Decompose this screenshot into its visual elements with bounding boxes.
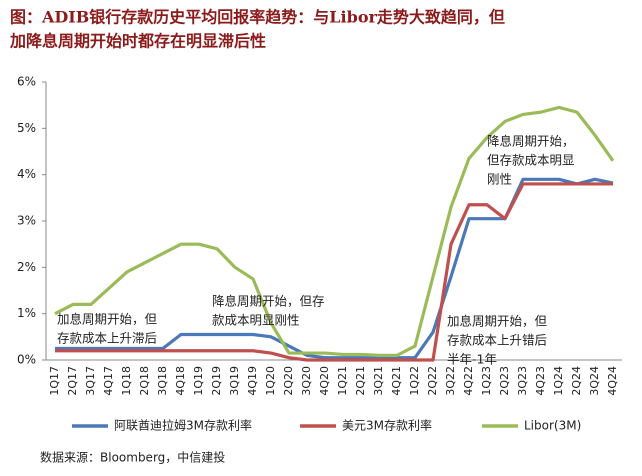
x-tick-label: 1Q20 <box>264 366 277 396</box>
x-tick-label: 2Q24 <box>570 366 583 396</box>
y-tick-label: 1% <box>17 306 36 320</box>
x-tick-label: 4Q20 <box>318 366 331 396</box>
x-tick-label: 1Q22 <box>408 366 421 396</box>
x-tick-label: 2Q22 <box>426 366 439 396</box>
annotation: 但存款成本明显 <box>487 153 575 168</box>
x-tick-label: 1Q18 <box>120 366 133 396</box>
annotation: 款成本明显刚性 <box>212 313 300 328</box>
annotation: 存款成本上升滞后 <box>57 331 157 346</box>
x-tick-label: 3Q18 <box>156 366 169 396</box>
y-tick-label: 6% <box>17 75 36 89</box>
x-tick-label: 4Q17 <box>102 366 115 396</box>
y-tick-label: 2% <box>17 260 36 274</box>
x-tick-label: 4Q19 <box>246 366 259 396</box>
x-tick-label: 2Q23 <box>498 366 511 396</box>
x-tick-label: 3Q23 <box>516 366 529 396</box>
annotation: 加息周期开始，但 <box>57 312 158 327</box>
chart-title: 图：ADIB银行存款历史平均回报率趋势：与Libor走势大致趋同，但 <box>10 8 505 27</box>
x-tick-label: 3Q22 <box>444 366 457 396</box>
annotation: 刚性 <box>487 172 512 187</box>
annotation: 加息周期开始，但 <box>447 314 548 329</box>
x-tick-label: 1Q23 <box>480 366 493 396</box>
x-tick-label: 2Q18 <box>138 366 151 396</box>
legend-label: Libor(3M) <box>524 419 581 433</box>
annotation: 存款成本上升错后 <box>447 333 547 348</box>
y-tick-label: 4% <box>17 167 36 181</box>
x-tick-label: 2Q17 <box>66 366 79 396</box>
source: 数据来源：Bloomberg，中信建投 <box>40 450 225 465</box>
y-tick-label: 3% <box>17 214 36 228</box>
x-tick-label: 3Q24 <box>588 366 601 396</box>
x-tick-label: 1Q21 <box>336 366 349 396</box>
annotation: 降息周期开始，但存 <box>212 294 325 309</box>
x-tick-label: 2Q20 <box>282 366 295 396</box>
x-tick-label: 3Q20 <box>300 366 313 396</box>
x-tick-label: 4Q24 <box>606 366 619 396</box>
x-tick-label: 2Q19 <box>210 366 223 396</box>
annotation: 半年-1年 <box>447 352 497 367</box>
x-tick-label: 2Q21 <box>354 366 367 396</box>
x-tick-label: 3Q17 <box>84 366 97 396</box>
x-tick-label: 1Q17 <box>48 366 61 396</box>
x-tick-label: 4Q18 <box>174 366 187 396</box>
y-tick-label: 0% <box>17 353 36 367</box>
x-tick-label: 4Q23 <box>534 366 547 396</box>
x-tick-label: 1Q24 <box>552 366 565 396</box>
x-tick-label: 1Q19 <box>192 366 205 396</box>
annotation: 降息周期开始， <box>487 134 575 149</box>
legend-label: 美元3M存款利率 <box>342 418 432 433</box>
series-line <box>54 105 615 357</box>
x-tick-label: 4Q21 <box>390 366 403 396</box>
legend-label: 阿联酋迪拉姆3M存款利率 <box>114 418 252 433</box>
series-line <box>55 177 614 360</box>
x-tick-label: 4Q22 <box>462 366 475 396</box>
y-tick-label: 5% <box>17 121 36 135</box>
x-tick-label: 3Q19 <box>228 366 241 396</box>
chart-title: 加降息周期开始时都存在明显滞后性 <box>9 32 266 51</box>
x-tick-label: 3Q21 <box>372 366 385 396</box>
series-line <box>55 182 613 362</box>
